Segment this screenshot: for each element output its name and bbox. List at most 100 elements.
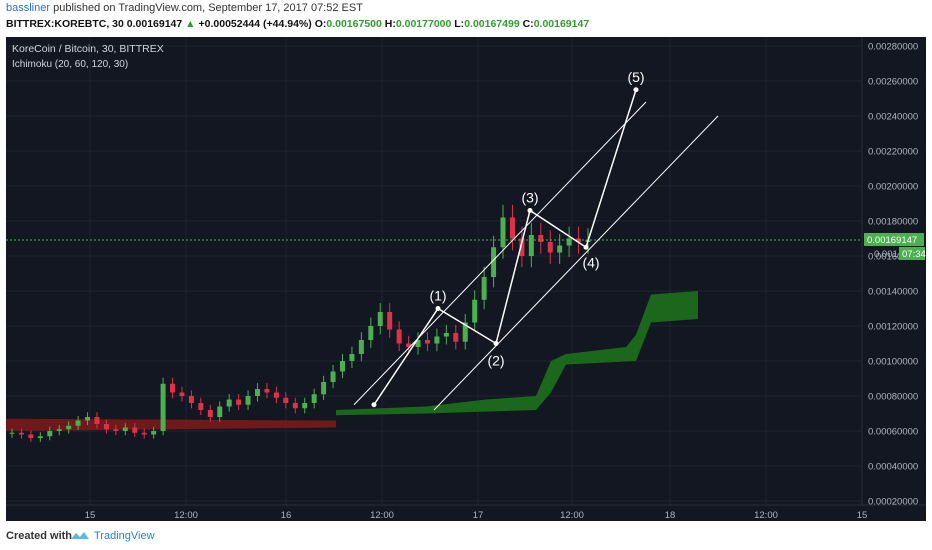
candle-body <box>103 424 109 430</box>
footer: Created with TradingView <box>0 521 932 550</box>
candle-body <box>160 383 166 431</box>
wave-point <box>527 208 533 213</box>
elliott-wave: (1) (2) (3) (4) (5) <box>353 69 719 411</box>
candle-body <box>236 399 242 405</box>
legend-indicator[interactable]: Ichimoku (20, 60, 120, 30) <box>12 59 128 70</box>
time-tick-label: 12:00 <box>174 510 198 521</box>
candle-body <box>311 394 317 403</box>
low-value: 0.00167499 <box>464 18 520 30</box>
time-tick-label: 17 <box>473 510 484 521</box>
time-axis: 15 12:00 16 12:00 17 12:00 18 12:00 15 <box>85 510 868 521</box>
channel-upper-line <box>353 101 647 406</box>
tradingview-link[interactable]: TradingView <box>94 530 155 542</box>
ichimoku-cloud <box>6 291 698 431</box>
price-tick-label: 0.00080000 <box>868 392 918 403</box>
countdown-label: 07:34 <box>902 249 926 260</box>
price-axis: 0.00280000 0.00260000 0.00240000 0.00220000… <box>868 42 918 508</box>
last-price: 0.00169147 <box>126 18 183 30</box>
change-value: +0.00052444 (+44.94%) <box>198 18 312 30</box>
price-tick-label: 0.00220000 <box>868 147 918 158</box>
candle-body <box>264 389 270 393</box>
candle-body <box>56 429 62 431</box>
ichimoku-cloud-bearish <box>6 418 336 431</box>
channel-lower-line <box>433 115 719 411</box>
chart-area[interactable]: (1) (2) (3) (4) (5) 0.00280000 0.00260000 0.00… <box>6 37 926 521</box>
open-value: 0.00167500 <box>326 18 382 30</box>
candle-body <box>368 326 374 340</box>
candle-body <box>453 333 459 342</box>
candle-body <box>509 217 515 239</box>
candle-body <box>557 245 563 253</box>
candle-body <box>434 336 440 344</box>
ichimoku-cloud-bullish <box>336 291 698 416</box>
wave-label: (4) <box>582 254 599 270</box>
candle-body <box>283 397 289 403</box>
candle-body <box>85 417 91 421</box>
candle-body <box>75 420 81 426</box>
candle-body <box>226 399 232 407</box>
candle-body <box>198 403 204 410</box>
candle-body <box>94 417 100 424</box>
wave-label: (1) <box>429 288 446 304</box>
wave-point <box>371 402 377 408</box>
publisher-name[interactable]: bassliner <box>6 2 51 14</box>
time-tick-label: 15 <box>85 510 96 521</box>
wave-label: (2) <box>487 353 504 369</box>
candle-body <box>519 238 525 256</box>
candle-body <box>566 238 572 246</box>
candle-body <box>443 333 449 337</box>
time-tick-label: 12:00 <box>560 510 584 521</box>
price-tick-label: 0.00280000 <box>868 42 918 53</box>
candle-body <box>255 389 261 396</box>
candle-body <box>207 410 213 417</box>
price-tick-label: 0.00260000 <box>868 77 918 88</box>
candle-body <box>387 312 393 330</box>
candle-body <box>141 432 147 435</box>
wave-point <box>583 244 589 250</box>
candle-body <box>9 432 15 434</box>
wave-label: (3) <box>521 190 538 206</box>
candle-body <box>179 392 185 396</box>
time-tick-label: 15 <box>857 510 868 521</box>
candle-body <box>396 329 402 344</box>
current-price-label: 0.00169147 <box>867 235 917 246</box>
tradingview-logo-icon[interactable] <box>70 529 90 543</box>
candle-body <box>415 340 421 347</box>
current-price-tag <box>864 232 924 246</box>
candle-body <box>424 340 430 344</box>
countdown-tag <box>899 246 925 260</box>
wave-label: (5) <box>627 69 644 85</box>
price-tick-label: 0.00160000 <box>868 252 918 263</box>
price-tick-label: 0.00120000 <box>868 322 918 333</box>
time-tick-label: 16 <box>281 510 292 521</box>
candle-body <box>528 235 534 256</box>
grid <box>6 37 862 505</box>
candle-body <box>491 247 497 277</box>
time-tick-label: 12:00 <box>754 510 778 521</box>
candle-body <box>28 434 34 438</box>
low-label: L: <box>454 18 465 30</box>
close-label: C: <box>522 18 534 30</box>
candle-body <box>47 431 53 437</box>
candle-body <box>132 427 138 433</box>
time-tick-label: 12:00 <box>370 510 394 521</box>
candle-body <box>292 403 298 409</box>
candle-body <box>349 354 355 361</box>
wave-point <box>493 341 499 346</box>
price-chart[interactable]: (1)(2)(3)(4)(5) 0.002800000.002600000.00… <box>6 37 926 521</box>
candle-body <box>547 242 553 253</box>
candle-body <box>18 432 24 435</box>
candle-body <box>188 396 194 403</box>
candle-body <box>500 217 506 248</box>
candle-body <box>462 322 468 342</box>
candle-body <box>358 340 364 354</box>
created-with-label: Created with <box>6 530 73 542</box>
candles <box>9 204 591 442</box>
candle-body <box>113 429 119 431</box>
candle-body <box>273 392 279 398</box>
price-tick-label: 0.00240000 <box>868 112 918 123</box>
price-tick-label: 0.00200000 <box>868 182 918 193</box>
price-tick-label: 0.00180000 <box>868 217 918 228</box>
candle-body <box>66 425 72 430</box>
